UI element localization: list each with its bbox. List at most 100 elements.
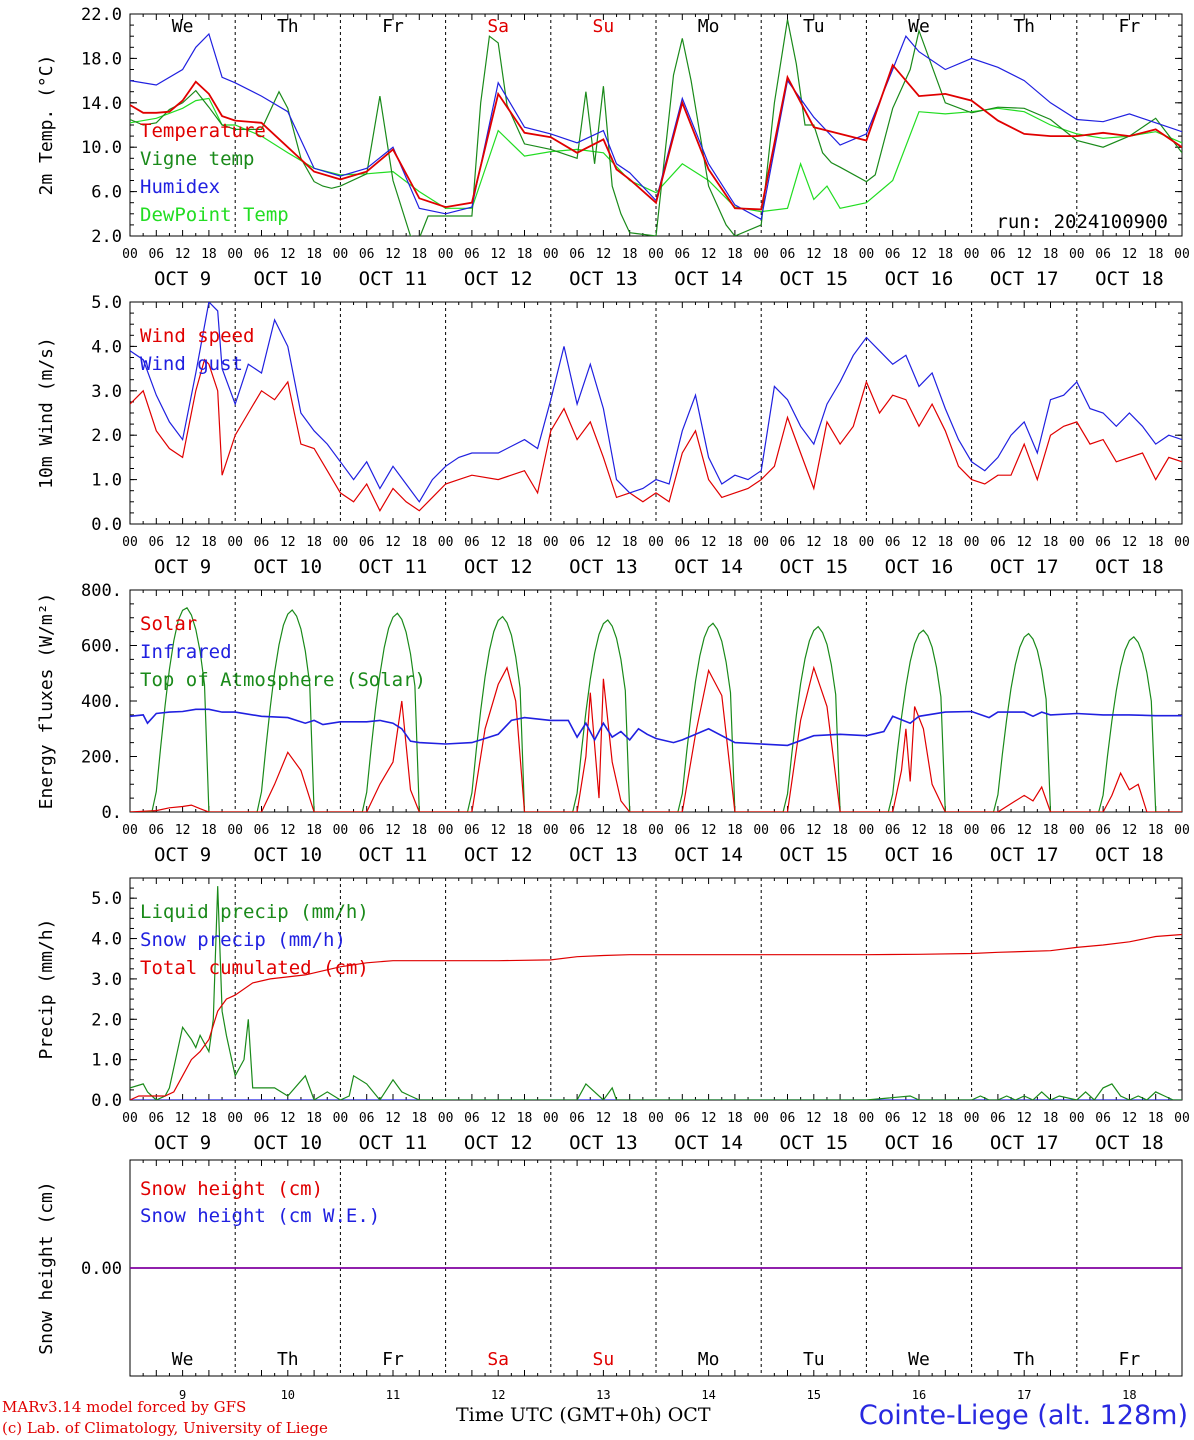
hour-tick-label: 06: [780, 1111, 796, 1126]
hour-tick-label: 00: [753, 535, 769, 550]
y-tick-label: 3.0: [91, 382, 122, 402]
hour-tick-label: 18: [937, 1111, 953, 1126]
hour-tick-label: 18: [937, 823, 953, 838]
weekday-label: We: [172, 1349, 194, 1370]
hour-tick-label: 06: [464, 823, 480, 838]
hour-tick-label: 06: [1095, 1111, 1111, 1126]
series-line-energy: [130, 606, 1182, 812]
date-label: OCT 12: [464, 268, 533, 290]
hour-tick-label: 00: [859, 535, 875, 550]
legend-entry: DewPoint Temp: [140, 204, 289, 226]
hour-tick-label: 12: [911, 1111, 927, 1126]
hour-tick-label: 06: [990, 247, 1006, 262]
legend-entry: Total cumulated (cm): [140, 957, 369, 979]
legend-entry: Wind gust: [140, 353, 243, 375]
hour-tick-label: 00: [1174, 1111, 1190, 1126]
hour-tick-label: 06: [359, 247, 375, 262]
weekday-label: We: [908, 1349, 930, 1370]
date-label: OCT 17: [990, 1132, 1059, 1154]
hour-tick-label: 06: [885, 823, 901, 838]
date-label: OCT 14: [674, 268, 743, 290]
hour-tick-label: 12: [280, 1111, 296, 1126]
hour-tick-label: 06: [780, 823, 796, 838]
series-line-energy: [130, 665, 1182, 812]
hour-tick-label: 12: [1122, 1111, 1138, 1126]
weekday-label: Tu: [803, 1349, 825, 1370]
date-label: OCT 17: [990, 268, 1059, 290]
date-label: OCT 9: [154, 268, 211, 290]
date-label: OCT 16: [885, 844, 954, 866]
hour-tick-label: 06: [148, 1111, 164, 1126]
hour-tick-label: 00: [753, 1111, 769, 1126]
hour-tick-label: 00: [227, 535, 243, 550]
y-tick-label: 2.0: [91, 426, 122, 446]
legend-entry: Snow height (cm): [140, 1178, 323, 1200]
hour-tick-label: 00: [122, 1111, 138, 1126]
weekday-label: Th: [277, 16, 299, 37]
series-line-precip: [130, 886, 1182, 1100]
date-label: OCT 15: [779, 1132, 848, 1154]
hour-tick-label: 00: [648, 1111, 664, 1126]
hour-tick-label: 12: [701, 823, 717, 838]
hour-tick-label: 12: [1122, 535, 1138, 550]
legend-entry: Humidex: [140, 176, 220, 198]
hour-tick-label: 12: [175, 535, 191, 550]
hour-tick-label: 00: [438, 535, 454, 550]
hour-tick-label: 18: [727, 823, 743, 838]
hour-tick-label: 00: [543, 247, 559, 262]
hour-tick-label: 06: [674, 823, 690, 838]
hour-tick-label: 12: [280, 247, 296, 262]
weekday-label: Th: [277, 1349, 299, 1370]
hour-tick-label: 12: [385, 247, 401, 262]
date-label: OCT 18: [1095, 556, 1164, 578]
date-label: OCT 18: [1095, 1132, 1164, 1154]
date-label: OCT 12: [464, 556, 533, 578]
weekday-label: Fr: [1119, 16, 1141, 37]
date-label: OCT 9: [154, 1132, 211, 1154]
hour-tick-label: 06: [359, 823, 375, 838]
hour-tick-label: 06: [1095, 535, 1111, 550]
weekday-label: Tu: [803, 16, 825, 37]
hour-tick-label: 06: [254, 823, 270, 838]
hour-tick-label: 18: [622, 247, 638, 262]
hour-tick-label: 00: [1069, 247, 1085, 262]
hour-tick-label: 12: [280, 823, 296, 838]
hour-tick-label: 12: [175, 1111, 191, 1126]
y-tick-label: 5.0: [91, 889, 122, 909]
date-label: OCT 10: [253, 1132, 322, 1154]
hour-tick-label: 18: [411, 823, 427, 838]
y-axis-title: Energy fluxes (W/m²): [36, 593, 57, 810]
hour-tick-label: 00: [122, 535, 138, 550]
hour-tick-label: 00: [1174, 823, 1190, 838]
y-tick-label: 2.0: [91, 227, 122, 247]
hour-tick-label: 12: [1122, 247, 1138, 262]
hour-tick-label: 12: [806, 1111, 822, 1126]
hour-tick-label: 18: [1043, 823, 1059, 838]
hour-tick-label: 12: [385, 535, 401, 550]
date-label: OCT 13: [569, 268, 638, 290]
y-tick-label: 4.0: [91, 337, 122, 357]
hour-tick-label: 00: [1174, 535, 1190, 550]
hour-tick-label: 06: [885, 247, 901, 262]
date-label: OCT 9: [154, 556, 211, 578]
hour-tick-label: 00: [753, 823, 769, 838]
legend-entry: Snow precip (mm/h): [140, 929, 346, 951]
hour-tick-label: 06: [990, 823, 1006, 838]
date-label: OCT 10: [253, 268, 322, 290]
y-axis-title: 10m Wind (m/s): [36, 337, 57, 489]
hour-tick-label: 06: [1095, 247, 1111, 262]
date-label: OCT 15: [779, 268, 848, 290]
hour-tick-label: 18: [517, 247, 533, 262]
legend-entry: Wind speed: [140, 325, 254, 347]
y-tick-label: 5.0: [91, 293, 122, 313]
hour-tick-label: 18: [201, 1111, 217, 1126]
hour-tick-label: 06: [990, 1111, 1006, 1126]
hour-tick-label: 00: [753, 247, 769, 262]
hour-tick-label: 00: [333, 1111, 349, 1126]
hour-tick-label: 18: [1148, 247, 1164, 262]
hour-tick-label: 06: [464, 247, 480, 262]
hour-tick-label: 06: [464, 535, 480, 550]
hour-tick-label: 18: [201, 535, 217, 550]
hour-tick-label: 00: [333, 535, 349, 550]
